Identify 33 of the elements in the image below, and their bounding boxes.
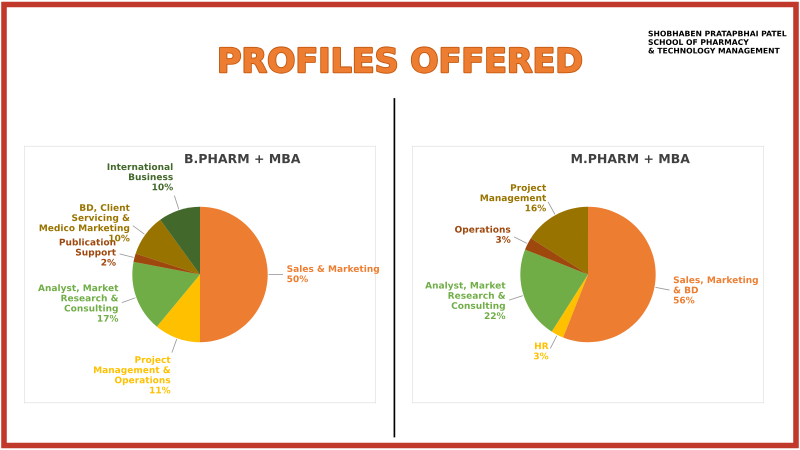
pie-slice — [156, 274, 200, 342]
slice-label: International Business — [108, 163, 173, 180]
data-label: 3% — [534, 352, 548, 360]
data-label: 56% — [674, 296, 694, 304]
slice-label: BD, Client Servicing & Medico Marketing — [40, 204, 130, 234]
slice-label: Sales, Marketing & BD — [674, 276, 758, 294]
text: PROFILES OFFERED — [220, 47, 582, 73]
pie-slice — [134, 254, 200, 274]
pie-slice — [552, 274, 588, 338]
pie-slice — [132, 262, 200, 327]
data-label: 11% — [150, 386, 170, 394]
pie-slice — [160, 206, 200, 274]
slice-label: Project Management — [480, 184, 546, 204]
data-label: 17% — [98, 314, 118, 322]
chart-title: M.PHARM + MBA — [572, 154, 690, 164]
slice-label: Project Management & Operations — [94, 356, 170, 386]
slice-label: HR — [534, 342, 548, 350]
pie-slice — [525, 238, 588, 274]
data-label: 50% — [287, 275, 308, 282]
data-label: 10% — [152, 184, 173, 190]
data-label: 3% — [496, 236, 511, 243]
slice-label: Analyst, Market Research & Consulting — [38, 284, 118, 314]
slice-label: Sales & Marketing — [287, 265, 379, 274]
data-label: 2% — [101, 258, 116, 266]
pie-slice — [200, 206, 268, 342]
pie-slice — [136, 220, 200, 274]
pie-slice — [520, 250, 588, 332]
data-label: 22% — [484, 312, 506, 320]
pie-slice — [563, 206, 656, 342]
chart-title: B.PHARM + MBA — [185, 154, 300, 164]
slice-label: Operations — [455, 226, 510, 234]
slice-label: Analyst, Market Research & Consulting — [425, 282, 506, 311]
data-label: 16% — [526, 204, 546, 212]
